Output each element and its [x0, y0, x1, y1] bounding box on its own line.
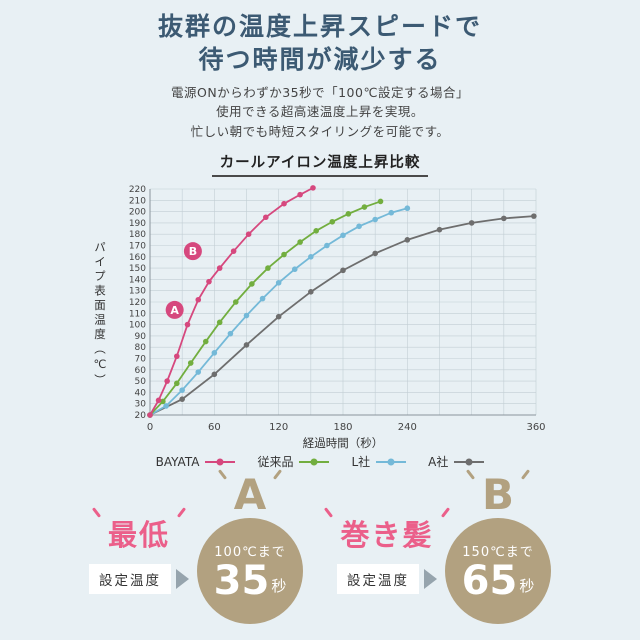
legend-line-marker [376, 458, 407, 466]
svg-text:220: 220 [129, 185, 146, 195]
description-line-3: 忙しい朝でも時短スタイリングを可能です。 [190, 123, 450, 139]
legend-label: BAYATA [155, 454, 200, 469]
svg-text:360: 360 [526, 422, 545, 433]
temp-target-label: 150℃まで [462, 545, 534, 561]
x-axis-title: 経過時間（秒） [303, 436, 384, 450]
svg-text:90: 90 [135, 332, 147, 342]
callout-a-left: 最低 設定温度 [89, 507, 189, 595]
svg-text:0: 0 [147, 422, 153, 433]
legend-label: L社 [351, 455, 371, 470]
chart-area: パイプ表面温度（℃） 20 30 40 50 60 70 80 90 100 110 120 130 1… [92, 179, 548, 451]
svg-text:A: A [170, 304, 179, 317]
svg-text:30: 30 [135, 400, 147, 410]
emphasis-mark-icon [217, 469, 227, 480]
legend-line-marker [205, 458, 236, 466]
annotation-badge-A: A [165, 301, 184, 320]
emphasis-mark-icon [273, 469, 283, 480]
callouts-section: 最低 設定温度 A 100℃まで 35 秒 巻き髪 [89, 469, 551, 625]
svg-text:170: 170 [129, 242, 146, 252]
svg-text:180: 180 [333, 422, 352, 433]
setting-temp-label: 設定温度 [89, 564, 171, 595]
time-unit: 秒 [271, 577, 287, 596]
svg-text:120: 120 [269, 422, 288, 433]
callout-b-tag: 巻き髪 [324, 507, 450, 554]
temperature-rise-chart: 2030405060708090100110120130140150160170… [129, 185, 546, 450]
description-line-2: 使用できる超高速温度上昇を実現。 [216, 104, 424, 120]
title-line-1: 抜群の温度上昇スピードで [157, 12, 482, 41]
svg-text:180: 180 [129, 230, 146, 240]
chart-title: カールアイロン温度上昇比較 [211, 151, 429, 178]
svg-text:60: 60 [208, 422, 221, 433]
time-unit: 秒 [519, 577, 535, 596]
legend-line-marker [299, 458, 330, 466]
time-value-row: 65 秒 [462, 561, 535, 601]
callout-a-tag: 最低 [91, 507, 187, 554]
description: 電源ONからわずか35秒で「100℃設定する場合」 使用できる超高速温度上昇を実… [171, 83, 469, 141]
svg-text:190: 190 [129, 219, 146, 229]
svg-text:40: 40 [135, 389, 147, 399]
callout-b-letter: B [465, 469, 531, 516]
svg-text:60: 60 [135, 366, 147, 376]
time-value-row: 35 秒 [214, 561, 287, 601]
callout-b-condition-row: 設定温度 [337, 564, 437, 595]
legend-line-marker [454, 458, 485, 466]
svg-text:150: 150 [129, 264, 146, 274]
emphasis-mark-icon [520, 469, 531, 480]
svg-text:160: 160 [129, 253, 146, 263]
callout-a-right: A 100℃まで 35 秒 [197, 469, 303, 625]
legend-item-従来品: 従来品 [257, 453, 330, 470]
arrow-right-icon [424, 569, 437, 590]
svg-text:20: 20 [135, 411, 147, 421]
emphasis-mark-icon [324, 507, 334, 518]
callout-b-left: 巻き髪 設定温度 [324, 507, 450, 595]
svg-text:B: B [189, 245, 197, 258]
series-A社 [147, 213, 537, 418]
annotation-badge-B: B [183, 242, 202, 261]
svg-text:200: 200 [129, 208, 146, 218]
legend-item-BAYATA: BAYATA [156, 455, 236, 469]
title-line-2: 待つ時間が減少する [198, 45, 442, 74]
legend-label: A社 [428, 455, 449, 470]
page-title: 抜群の温度上昇スピードで 待つ時間が減少する [158, 10, 482, 76]
legend-item-L社: L社 [351, 453, 407, 470]
time-circle-b: 150℃まで 65 秒 [445, 518, 551, 625]
time-circle-a: 100℃まで 35 秒 [197, 518, 303, 625]
svg-text:240: 240 [398, 422, 417, 433]
svg-text:120: 120 [129, 298, 146, 308]
legend-label: 従来品 [257, 455, 294, 470]
emphasis-mark-icon [91, 507, 102, 518]
time-value: 65 [461, 558, 518, 605]
svg-text:80: 80 [135, 343, 147, 353]
arrow-right-icon [176, 569, 189, 590]
callout-a-letter: A [217, 469, 283, 516]
callout-a-condition-row: 設定温度 [89, 564, 189, 595]
time-value: 35 [213, 558, 270, 605]
svg-text:50: 50 [135, 377, 147, 387]
emphasis-mark-icon [176, 507, 187, 518]
svg-text:140: 140 [129, 276, 146, 286]
series-BAYATA [147, 185, 316, 418]
svg-text:130: 130 [129, 287, 146, 297]
y-axis-title: パイプ表面温度（℃） [93, 241, 107, 389]
x-tick-labels: 0 60 120 180 240 360 [147, 422, 546, 433]
svg-text:210: 210 [129, 196, 146, 206]
svg-text:110: 110 [129, 309, 146, 319]
svg-text:100: 100 [129, 321, 146, 331]
setting-temp-label: 設定温度 [337, 564, 419, 595]
svg-text:70: 70 [135, 355, 147, 365]
callout-a: 最低 設定温度 A 100℃まで 35 秒 [89, 469, 303, 625]
chart-legend: BAYATA 従来品 L社 A社 [156, 453, 485, 470]
callout-b-right: B 150℃まで 65 秒 [445, 469, 551, 625]
callout-b: 巻き髪 設定温度 B 150℃まで 65 秒 [324, 469, 551, 625]
description-line-1: 電源ONからわずか35秒で「100℃設定する場合」 [171, 85, 469, 100]
temp-target-label: 100℃まで [214, 545, 286, 561]
emphasis-mark-icon [465, 469, 476, 480]
chart-axes [149, 189, 536, 416]
legend-item-A社: A社 [428, 453, 485, 470]
